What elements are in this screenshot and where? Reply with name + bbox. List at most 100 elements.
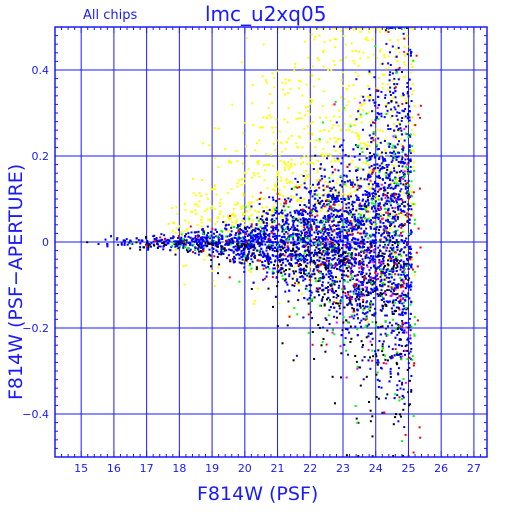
data-point-blue bbox=[331, 188, 333, 190]
data-point-yellow bbox=[200, 195, 202, 197]
data-point-yellow bbox=[298, 284, 300, 286]
data-point-yellow bbox=[279, 160, 281, 162]
data-point-blue bbox=[397, 249, 399, 251]
data-point-blue bbox=[338, 169, 340, 171]
data-point-blue bbox=[284, 242, 286, 244]
data-point-blue bbox=[294, 227, 296, 229]
data-point-blue bbox=[328, 273, 330, 275]
data-point-yellow bbox=[263, 179, 265, 181]
data-point-blue bbox=[252, 261, 254, 263]
data-point-yellow bbox=[369, 188, 371, 190]
data-point-blue bbox=[358, 271, 360, 273]
data-point-yellow bbox=[323, 66, 325, 68]
data-point-yellow bbox=[411, 129, 413, 131]
data-point-blue bbox=[401, 120, 403, 122]
data-point-blue bbox=[340, 265, 342, 267]
data-point-black bbox=[340, 376, 342, 378]
data-point-yellow bbox=[411, 117, 413, 119]
data-point-yellow bbox=[284, 94, 286, 96]
data-point-blue bbox=[322, 285, 324, 287]
data-point-blue bbox=[286, 222, 288, 224]
data-point-blue bbox=[377, 183, 379, 185]
data-point-blue bbox=[344, 198, 346, 200]
data-point-blue bbox=[197, 248, 199, 250]
data-point-blue bbox=[366, 157, 368, 159]
data-point-blue bbox=[400, 188, 402, 190]
data-point-black bbox=[282, 342, 284, 344]
data-point-blue bbox=[356, 196, 358, 198]
data-point-blue bbox=[361, 293, 363, 295]
data-point-yellow bbox=[270, 154, 272, 156]
data-point-blue bbox=[318, 260, 320, 262]
data-point-yellow bbox=[298, 80, 300, 82]
data-point-blue bbox=[274, 238, 276, 240]
data-point-blue bbox=[309, 215, 311, 217]
data-point-blue bbox=[397, 216, 399, 218]
data-point-blue bbox=[310, 190, 312, 192]
data-point-blue bbox=[391, 330, 393, 332]
data-point-blue bbox=[347, 239, 349, 241]
data-point-yellow bbox=[344, 109, 346, 111]
data-point-yellow bbox=[329, 40, 331, 42]
data-point-yellow bbox=[342, 71, 344, 73]
data-point-yellow bbox=[414, 105, 416, 107]
data-point-blue bbox=[377, 359, 379, 361]
data-point-blue bbox=[399, 195, 401, 197]
data-point-blue bbox=[358, 204, 360, 206]
data-point-yellow bbox=[384, 149, 386, 151]
data-point-blue bbox=[298, 248, 300, 250]
data-point-blue bbox=[396, 111, 398, 113]
data-point-yellow bbox=[342, 85, 344, 87]
data-point-yellow bbox=[272, 189, 274, 191]
data-point-blue bbox=[316, 254, 318, 256]
data-point-yellow bbox=[365, 144, 367, 146]
data-point-blue bbox=[381, 234, 383, 236]
data-point-black bbox=[300, 272, 302, 274]
data-point-yellow bbox=[275, 118, 277, 120]
data-point-black bbox=[402, 409, 404, 411]
data-point-black bbox=[290, 250, 292, 252]
data-point-blue bbox=[259, 244, 261, 246]
data-point-yellow bbox=[379, 31, 381, 33]
data-point-blue bbox=[366, 220, 368, 222]
data-point-blue bbox=[325, 243, 327, 245]
data-point-blue bbox=[309, 212, 311, 214]
data-point-yellow bbox=[188, 222, 190, 224]
data-point-yellow bbox=[324, 181, 326, 183]
data-point-blue bbox=[370, 267, 372, 269]
data-point-yellow bbox=[244, 182, 246, 184]
data-point-blue bbox=[339, 280, 341, 282]
data-point-blue bbox=[277, 242, 279, 244]
data-point-blue bbox=[288, 229, 290, 231]
data-point-yellow bbox=[183, 230, 185, 232]
data-point-yellow bbox=[315, 139, 317, 141]
data-point-blue bbox=[359, 322, 361, 324]
data-point-blue bbox=[355, 300, 357, 302]
data-point-blue bbox=[352, 201, 354, 203]
data-point-yellow bbox=[382, 74, 384, 76]
data-point-blue bbox=[161, 239, 163, 241]
data-point-yellow bbox=[185, 209, 187, 211]
data-point-blue bbox=[305, 224, 307, 226]
data-point-black bbox=[314, 155, 316, 157]
data-point-blue bbox=[408, 268, 410, 270]
data-point-black bbox=[243, 243, 245, 245]
data-point-blue bbox=[397, 218, 399, 220]
data-point-yellow bbox=[251, 201, 253, 203]
data-point-blue bbox=[351, 239, 353, 241]
data-point-blue bbox=[330, 213, 332, 215]
data-point-blue bbox=[323, 255, 325, 257]
data-point-blue bbox=[384, 189, 386, 191]
data-point-blue bbox=[373, 315, 375, 317]
data-point-yellow bbox=[266, 164, 268, 166]
data-point-blue bbox=[368, 359, 370, 361]
data-point-blue bbox=[339, 215, 341, 217]
data-point-blue bbox=[367, 257, 369, 259]
data-point-blue bbox=[322, 273, 324, 275]
data-point-blue bbox=[212, 251, 214, 253]
data-point-blue bbox=[389, 213, 391, 215]
data-point-black bbox=[303, 238, 305, 240]
data-point-yellow bbox=[348, 129, 350, 131]
data-point-blue bbox=[239, 258, 241, 260]
data-point-blue bbox=[409, 248, 411, 250]
